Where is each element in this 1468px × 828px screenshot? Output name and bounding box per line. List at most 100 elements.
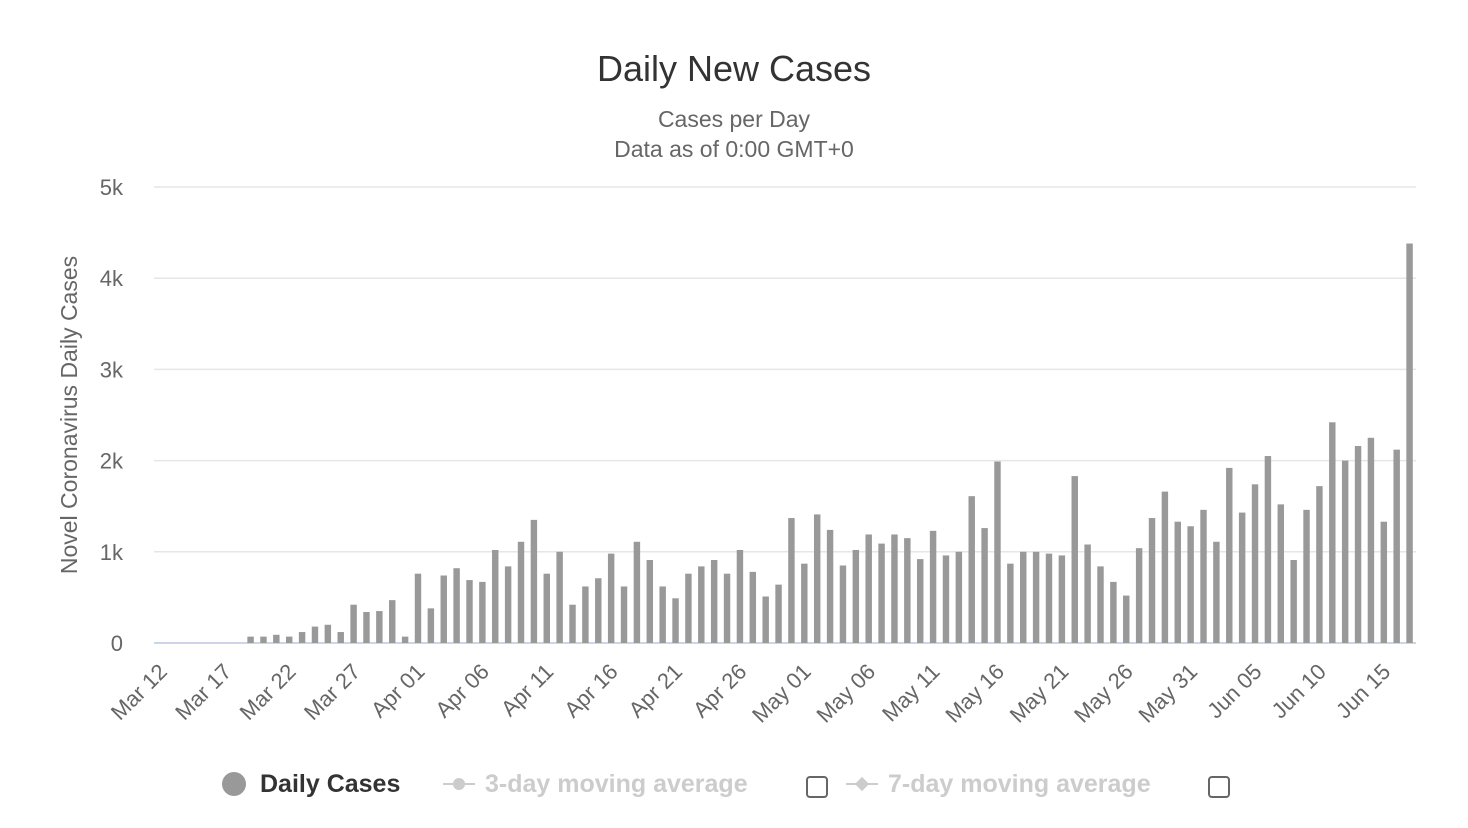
bar[interactable] [916, 559, 924, 643]
bar[interactable] [466, 580, 473, 643]
bar[interactable] [1226, 467, 1233, 643]
bar[interactable] [401, 636, 409, 643]
bar[interactable] [775, 584, 782, 643]
bar[interactable] [1316, 486, 1323, 643]
legend-item-daily-cases[interactable]: Daily Cases [222, 768, 400, 800]
bar[interactable] [955, 551, 963, 643]
bar[interactable] [1148, 518, 1156, 643]
bar[interactable] [440, 575, 447, 643]
x-tick-label: Mar 12 [106, 659, 172, 725]
bar[interactable] [891, 534, 898, 643]
chart-title: Daily New Cases [596, 48, 872, 89]
bar[interactable] [1058, 555, 1066, 643]
bar[interactable] [1174, 521, 1181, 643]
bar[interactable] [813, 514, 821, 643]
bar[interactable] [839, 565, 847, 643]
bar[interactable] [517, 541, 525, 643]
bar[interactable] [1045, 553, 1053, 643]
bar[interactable] [453, 568, 460, 643]
bar[interactable] [504, 566, 512, 643]
bar[interactable] [1097, 566, 1104, 643]
bar[interactable] [698, 566, 705, 643]
bar[interactable] [247, 636, 254, 643]
bar[interactable] [1354, 446, 1362, 643]
bar[interactable] [1238, 512, 1246, 643]
bar[interactable] [1341, 460, 1349, 643]
bar[interactable] [736, 549, 744, 643]
bar[interactable] [1020, 551, 1027, 643]
3-day-average-checkbox[interactable] [806, 776, 828, 798]
bar[interactable] [1135, 548, 1143, 643]
bar[interactable] [324, 624, 332, 643]
legend-label: 7-day moving average [888, 769, 1151, 798]
bar[interactable] [569, 604, 576, 643]
bar[interactable] [607, 553, 615, 643]
bar[interactable] [942, 555, 950, 643]
bar[interactable] [929, 530, 937, 643]
bar[interactable] [1380, 521, 1388, 643]
bar[interactable] [1303, 509, 1310, 643]
bar[interactable] [556, 551, 563, 643]
bar[interactable] [1264, 456, 1272, 643]
bar[interactable] [788, 518, 795, 643]
bar[interactable] [260, 636, 267, 643]
bar[interactable] [1110, 581, 1117, 643]
bar[interactable] [1071, 476, 1078, 643]
bar[interactable] [273, 634, 280, 643]
bar[interactable] [749, 571, 757, 643]
bar[interactable] [1200, 509, 1207, 643]
bar[interactable] [904, 538, 911, 643]
bar[interactable] [801, 563, 808, 643]
bar[interactable] [646, 560, 654, 643]
bar[interactable] [337, 632, 344, 643]
bar[interactable] [311, 626, 319, 643]
bar[interactable] [672, 598, 679, 643]
bar[interactable] [1213, 541, 1220, 643]
bar[interactable] [685, 573, 692, 643]
bar[interactable] [826, 529, 834, 643]
bar[interactable] [350, 604, 357, 643]
bar[interactable] [968, 496, 975, 643]
bar[interactable] [633, 541, 641, 643]
bar[interactable] [427, 608, 435, 643]
bar[interactable] [1393, 449, 1400, 643]
bar[interactable] [492, 549, 499, 643]
bar[interactable] [595, 578, 602, 643]
bar[interactable] [582, 586, 589, 643]
bar[interactable] [376, 611, 383, 643]
bar[interactable] [994, 461, 1001, 643]
bar[interactable] [1032, 551, 1040, 643]
bar[interactable] [1367, 437, 1375, 643]
legend-item-3-day-average[interactable]: 3-day moving average [443, 768, 748, 800]
bar[interactable] [1406, 243, 1413, 643]
legend-item-7-day-average[interactable]: 7-day moving average [846, 768, 1151, 800]
bar[interactable] [852, 549, 860, 643]
bar[interactable] [543, 573, 550, 643]
bar[interactable] [659, 586, 666, 643]
bar[interactable] [1007, 563, 1014, 643]
bar[interactable] [1329, 422, 1336, 643]
bar[interactable] [479, 581, 486, 643]
bar[interactable] [865, 534, 872, 643]
bar[interactable] [298, 632, 306, 643]
bar[interactable] [620, 586, 628, 643]
bar[interactable] [363, 611, 370, 643]
bar[interactable] [710, 560, 718, 643]
bar[interactable] [1251, 484, 1259, 643]
bar[interactable] [878, 543, 885, 643]
x-tick-label: Mar 22 [235, 659, 301, 725]
7-day-average-checkbox[interactable] [1208, 776, 1230, 798]
bar[interactable] [1123, 595, 1130, 643]
bar[interactable] [1290, 560, 1297, 643]
bar[interactable] [1161, 491, 1169, 643]
bar[interactable] [1277, 504, 1285, 643]
bar[interactable] [389, 600, 396, 643]
bar[interactable] [530, 519, 538, 643]
bar[interactable] [723, 573, 731, 643]
bar[interactable] [285, 636, 293, 643]
bar[interactable] [1187, 526, 1194, 643]
bar[interactable] [1084, 544, 1091, 643]
bar[interactable] [414, 573, 422, 643]
bar[interactable] [762, 596, 769, 643]
bar[interactable] [981, 528, 988, 643]
